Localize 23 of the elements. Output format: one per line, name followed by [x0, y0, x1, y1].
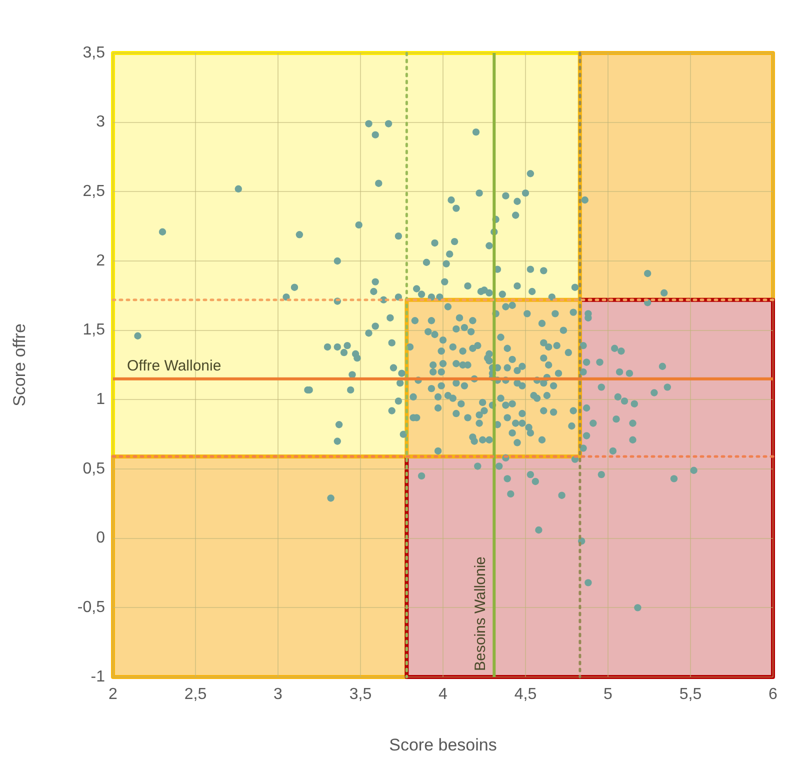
x-tick-label: 3,5	[349, 686, 372, 704]
y-tick-label: -1	[90, 668, 106, 686]
y-tick-label: 0	[96, 530, 106, 547]
x-axis-title: Score besoins	[389, 735, 497, 754]
x-tick-label: 6	[768, 686, 778, 704]
y-tick-label: 1,5	[82, 322, 106, 339]
y-tick-label: 3,5	[82, 44, 106, 62]
y-tick-label: -0,5	[77, 599, 106, 616]
y-tick-label: 3	[96, 114, 106, 131]
x-tick-label: 4,5	[514, 686, 537, 704]
y-tick-label: 1	[96, 391, 106, 408]
y-axis-title: Score offre	[10, 324, 29, 406]
y-tick-label: 0,5	[82, 460, 106, 478]
x-tick-label: 5,5	[679, 686, 702, 704]
y-tick-label: 2,5	[82, 183, 106, 200]
x-tick-label: 5	[604, 686, 613, 704]
x-tick-label: 3	[274, 686, 283, 704]
x-tick-label: 2,5	[184, 686, 207, 704]
x-tick-label: 2	[108, 686, 118, 704]
ref-line-label: Offre Wallonie	[127, 358, 222, 375]
ref-line-label: Besoins Wallonie	[472, 556, 489, 671]
x-tick-label: 4	[438, 686, 448, 704]
y-tick-label: 2	[96, 252, 106, 270]
